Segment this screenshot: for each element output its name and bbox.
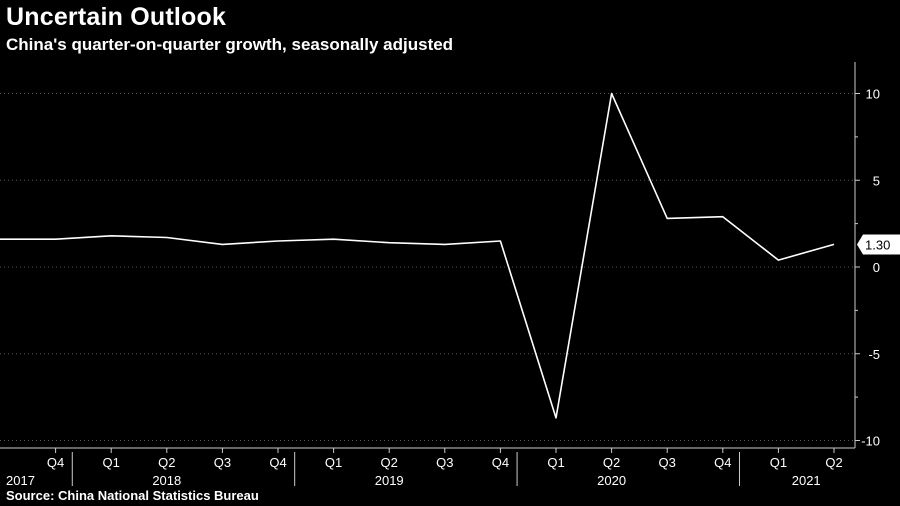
x-tick-label-8: Q4 (492, 455, 509, 470)
x-tick-label-6: Q2 (381, 455, 398, 470)
y-axis-ticks: 10 5 0 -5 -10 (855, 87, 880, 449)
chart-subtitle: China's quarter-on-quarter growth, seaso… (6, 35, 454, 54)
x-tick-label-13: Q1 (770, 455, 787, 470)
x-tick-label-3: Q3 (214, 455, 231, 470)
x-tick-label-0: Q4 (47, 455, 64, 470)
x-axis-ticks: Q4 Q1 Q2 Q3 Q4 Q1 Q2 Q3 Q4 Q1 Q2 Q3 Q4 Q1 Q2 2017 2018 20… (6, 448, 843, 488)
x-tick-label-14: Q2 (825, 455, 842, 470)
x-tick-label-4: Q4 (269, 455, 286, 470)
year-label-3: 2020 (597, 473, 626, 488)
series-layer (0, 92, 835, 419)
callout-box (857, 234, 900, 255)
series-line-0 (0, 92, 835, 419)
y-tick-label-4: -10 (861, 434, 880, 449)
callout-label: 1.30 (865, 237, 890, 252)
x-tick-label-11: Q3 (659, 455, 676, 470)
gridlines (0, 93, 855, 441)
year-label-0: 2017 (6, 473, 35, 488)
x-tick-label-9: Q1 (547, 455, 564, 470)
year-label-2: 2019 (375, 473, 404, 488)
chart-title: Uncertain Outlook (6, 3, 227, 31)
y-tick-label-0: 10 (866, 87, 880, 102)
x-tick-label-2: Q2 (158, 455, 175, 470)
x-tick-label-12: Q4 (714, 455, 731, 470)
x-tick-label-1: Q1 (103, 455, 120, 470)
x-tick-label-10: Q2 (603, 455, 620, 470)
y-tick-label-2: 0 (873, 260, 880, 275)
last-value-callout: 1.30 (857, 234, 900, 255)
year-label-1: 2018 (152, 473, 181, 488)
x-tick-label-5: Q1 (325, 455, 342, 470)
x-tick-label-7: Q3 (436, 455, 453, 470)
source-note: Source: China National Statistics Bureau (6, 488, 259, 503)
axes (0, 62, 856, 449)
year-label-4: 2021 (792, 473, 821, 488)
y-tick-label-1: 5 (873, 173, 880, 188)
y-tick-label-3: -5 (868, 347, 880, 362)
